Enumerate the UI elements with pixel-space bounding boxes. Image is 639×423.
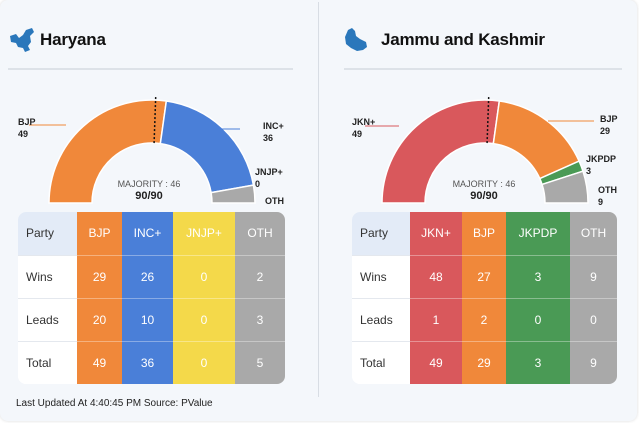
seat-gauge bbox=[29, 96, 256, 204]
cell-bjp: 2 bbox=[462, 298, 506, 342]
jammu-kashmir-map-icon bbox=[345, 28, 367, 51]
gauge-segment-oth bbox=[210, 184, 256, 204]
cell-jkn: 1 bbox=[410, 298, 462, 342]
haryana-panel: Haryana BJP 49 INC+ 36 JNJP+ 0 OTH MAJORITY… bbox=[0, 0, 318, 400]
jammu-kashmir-panel: Jammu and Kashmir JKN+ 49 BJP 29 JKPDP 3 OT… bbox=[319, 0, 637, 400]
gauge-label-jkpdp: JKPDP 3 bbox=[586, 154, 617, 176]
cell-oth: 0 bbox=[570, 298, 617, 342]
table-row: Leads 1 2 0 0 bbox=[352, 298, 617, 342]
panel-divider bbox=[318, 2, 319, 397]
row-label: Total bbox=[18, 341, 77, 384]
title-separator bbox=[344, 68, 622, 70]
gauge-label-oth: OTH bbox=[265, 196, 284, 206]
table-row: Wins 48 27 3 9 bbox=[352, 255, 617, 299]
state-title: Haryana bbox=[40, 30, 106, 49]
table-row: Total 49 36 0 5 bbox=[18, 341, 285, 384]
cell-inc: 26 bbox=[122, 255, 173, 299]
cell-oth: 2 bbox=[235, 255, 285, 299]
table-header-row: Party BJP INC+ JNJP+ OTH bbox=[18, 212, 285, 256]
cell-oth: 9 bbox=[570, 255, 617, 299]
gauge-segment-bjp bbox=[48, 99, 168, 204]
cell-bjp: 49 bbox=[77, 341, 122, 384]
row-label: Wins bbox=[352, 255, 410, 299]
cell-jkn: JKN+ bbox=[410, 212, 462, 256]
gauge-label-inc: INC+ 36 bbox=[263, 121, 284, 143]
row-label: Party bbox=[18, 212, 77, 256]
cell-bjp: 20 bbox=[77, 298, 122, 342]
cell-oth: 9 bbox=[570, 341, 617, 384]
cell-oth: 5 bbox=[235, 341, 285, 384]
state-title: Jammu and Kashmir bbox=[381, 30, 545, 49]
cell-bjp: BJP bbox=[77, 212, 122, 256]
cell-jnjp: 0 bbox=[173, 298, 235, 342]
haryana-map-icon bbox=[10, 28, 34, 52]
cell-bjp: 29 bbox=[462, 341, 506, 384]
cell-jkn: 48 bbox=[410, 255, 462, 299]
cell-bjp: BJP bbox=[462, 212, 506, 256]
cell-bjp: 27 bbox=[462, 255, 506, 299]
table-row: Wins 29 26 0 2 bbox=[18, 255, 285, 299]
cell-jkpdp: 0 bbox=[506, 298, 570, 342]
table-row: Total 49 29 3 9 bbox=[352, 341, 617, 384]
majority-label: MAJORITY : 46 bbox=[452, 179, 516, 189]
last-updated: Last Updated At 4:40:45 PM Source: PValu… bbox=[16, 398, 213, 409]
cell-inc: 10 bbox=[122, 298, 173, 342]
gauge-label-oth: OTH 9 bbox=[598, 185, 617, 207]
cell-jkpdp: 3 bbox=[506, 255, 570, 299]
seats-counted: 90/90 bbox=[135, 190, 163, 202]
cell-oth: 3 bbox=[235, 298, 285, 342]
gauge-label-bjp: BJP 29 bbox=[600, 114, 618, 136]
cell-jnjp: 0 bbox=[173, 255, 235, 299]
row-label: Wins bbox=[18, 255, 77, 299]
majority-label: MAJORITY : 46 bbox=[117, 179, 181, 189]
gauge-segment-jkn bbox=[381, 99, 501, 204]
results-table: Party BJP INC+ JNJP+ OTH Wins 29 26 0 2 Leads 20 10 0… bbox=[18, 212, 285, 384]
cell-inc: 36 bbox=[122, 341, 173, 384]
table-row: Leads 20 10 0 3 bbox=[18, 298, 285, 342]
cell-bjp: 29 bbox=[77, 255, 122, 299]
cell-jnjp: JNJP+ bbox=[173, 212, 235, 256]
cell-jkpdp: JKPDP bbox=[506, 212, 570, 256]
gauge-label-bjp: BJP 49 bbox=[18, 117, 36, 139]
seat-gauge bbox=[365, 96, 594, 204]
results-table: Party JKN+ BJP JKPDP OTH Wins 48 27 3 9 Leads 1 2 0 0 T… bbox=[352, 212, 617, 384]
cell-jkpdp: 3 bbox=[506, 341, 570, 384]
cell-jnjp: 0 bbox=[173, 341, 235, 384]
cell-jkn: 49 bbox=[410, 341, 462, 384]
table-header-row: Party JKN+ BJP JKPDP OTH bbox=[352, 212, 617, 256]
row-label: Total bbox=[352, 341, 410, 384]
gauge-segment-oth bbox=[541, 170, 589, 204]
cell-inc: INC+ bbox=[122, 212, 173, 256]
row-label: Leads bbox=[352, 298, 410, 342]
gauge-label-jnjp: JNJP+ 0 bbox=[255, 167, 283, 189]
row-label: Party bbox=[352, 212, 410, 256]
gauge-label-jkn: JKN+ 49 bbox=[352, 117, 376, 139]
cell-oth: OTH bbox=[570, 212, 617, 256]
row-label: Leads bbox=[18, 298, 77, 342]
seats-counted: 90/90 bbox=[470, 190, 498, 202]
title-separator bbox=[8, 68, 293, 70]
cell-oth: OTH bbox=[235, 212, 285, 256]
